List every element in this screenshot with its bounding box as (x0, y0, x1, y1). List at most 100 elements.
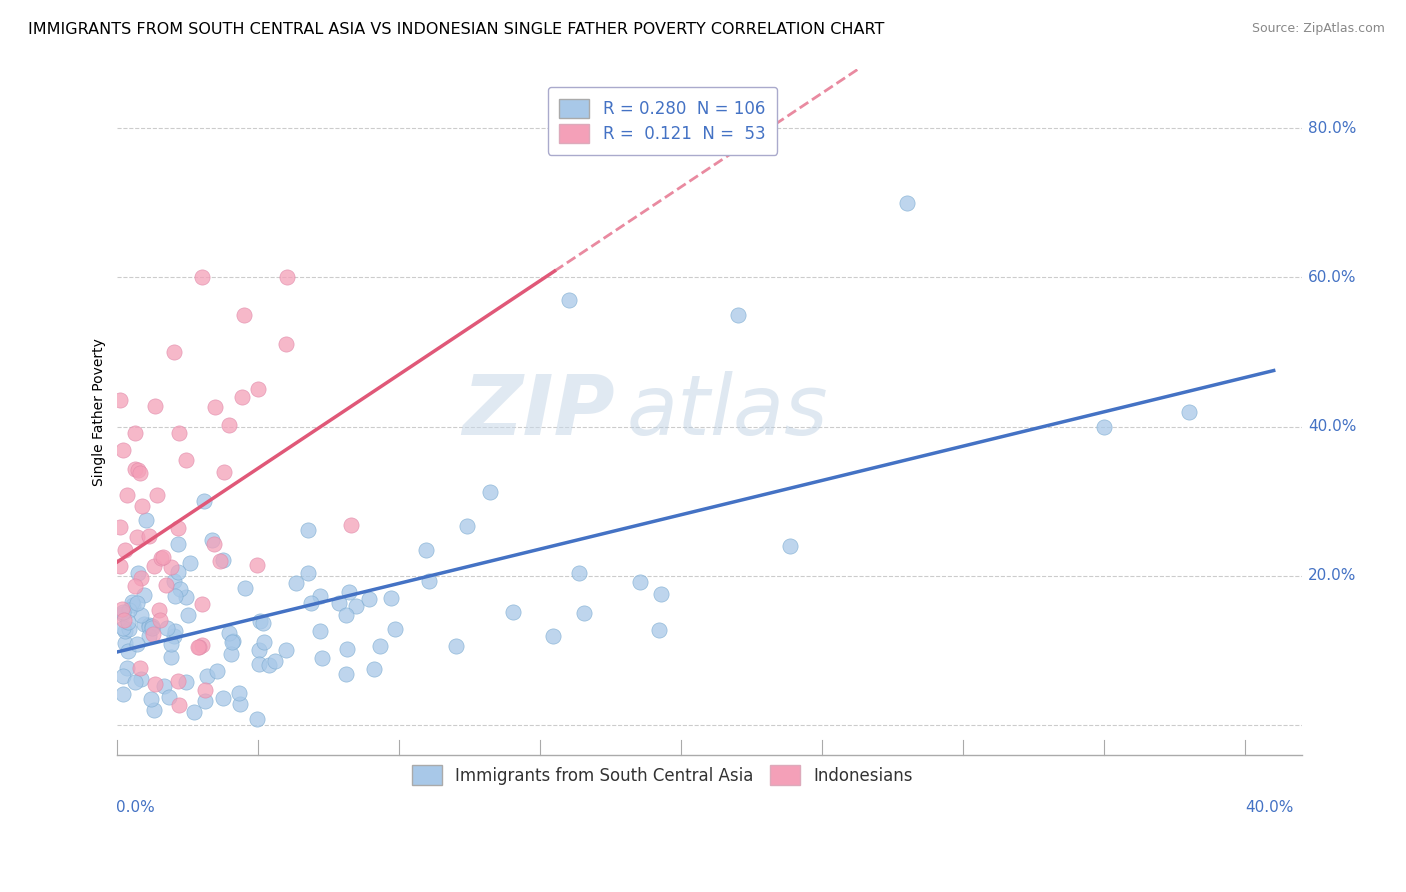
Point (112, 621, 135, 635)
Point (335, 608, 357, 623)
Point (124, 425, 146, 440)
Point (163, 574, 186, 588)
Point (124, 578, 146, 592)
Point (114, 542, 136, 557)
Point (218, 626, 240, 640)
Text: 40.0%: 40.0% (1246, 799, 1294, 814)
Point (727, 308, 749, 322)
Point (124, 675, 146, 690)
Point (143, 400, 166, 414)
Point (124, 461, 146, 475)
Point (141, 619, 163, 633)
Point (160, 650, 183, 665)
Text: 80.0%: 80.0% (1308, 120, 1357, 136)
Point (141, 691, 163, 706)
Point (117, 644, 139, 658)
Point (121, 595, 143, 609)
Point (167, 674, 190, 689)
Point (628, 575, 651, 590)
Point (183, 705, 205, 719)
Point (138, 619, 160, 633)
Point (143, 702, 166, 716)
Text: 20.0%: 20.0% (1308, 568, 1357, 583)
Point (650, 587, 672, 601)
Point (212, 553, 235, 567)
Point (201, 533, 224, 548)
Point (252, 615, 274, 630)
Point (187, 640, 209, 654)
Point (541, 629, 564, 643)
Point (415, 543, 437, 558)
Point (191, 270, 214, 285)
Point (297, 523, 319, 537)
Point (125, 596, 148, 610)
Point (1094, 419, 1116, 434)
Point (335, 666, 357, 681)
Point (247, 657, 270, 672)
Point (112, 607, 135, 621)
Point (135, 513, 157, 527)
Point (110, 392, 132, 407)
Point (311, 651, 333, 665)
Point (138, 618, 160, 632)
Point (274, 643, 297, 657)
Point (110, 519, 132, 533)
Text: 40.0%: 40.0% (1308, 419, 1357, 434)
Point (157, 690, 180, 704)
Point (247, 382, 270, 396)
Point (344, 599, 367, 614)
Point (152, 549, 174, 564)
Point (276, 270, 298, 285)
Point (205, 664, 228, 678)
Point (363, 662, 385, 676)
Point (202, 537, 225, 551)
Point (299, 596, 322, 610)
Point (142, 627, 165, 641)
Point (127, 463, 149, 477)
Text: Source: ZipAtlas.com: Source: ZipAtlas.com (1251, 22, 1385, 36)
Point (167, 698, 190, 713)
Point (336, 641, 359, 656)
Point (143, 677, 166, 691)
Text: 60.0%: 60.0% (1308, 270, 1357, 285)
Point (340, 518, 363, 533)
Point (285, 576, 308, 591)
Point (132, 589, 155, 603)
Point (247, 643, 270, 657)
Point (309, 624, 332, 638)
Point (456, 519, 478, 533)
Point (148, 602, 170, 616)
Point (167, 566, 190, 580)
Point (125, 530, 148, 544)
Point (1178, 405, 1201, 419)
Point (193, 493, 215, 508)
Point (197, 669, 219, 683)
Point (384, 622, 406, 636)
Point (122, 598, 145, 612)
Point (150, 550, 173, 565)
Point (174, 452, 197, 467)
Point (174, 675, 197, 690)
Point (149, 613, 172, 627)
Point (229, 697, 252, 711)
Point (159, 559, 181, 574)
Point (131, 571, 153, 585)
Point (112, 669, 135, 683)
Point (253, 635, 276, 649)
Point (127, 637, 149, 651)
Point (118, 603, 141, 617)
Point (218, 418, 240, 433)
Point (146, 488, 169, 502)
Point (896, 195, 918, 210)
Point (257, 657, 280, 672)
Point (208, 554, 231, 568)
Point (155, 578, 177, 592)
Point (191, 638, 214, 652)
Y-axis label: Single Father Poverty: Single Father Poverty (93, 338, 107, 485)
Point (163, 345, 186, 359)
Point (155, 621, 177, 635)
Point (212, 691, 235, 706)
Point (502, 605, 524, 619)
Point (648, 623, 671, 637)
Point (309, 589, 332, 603)
